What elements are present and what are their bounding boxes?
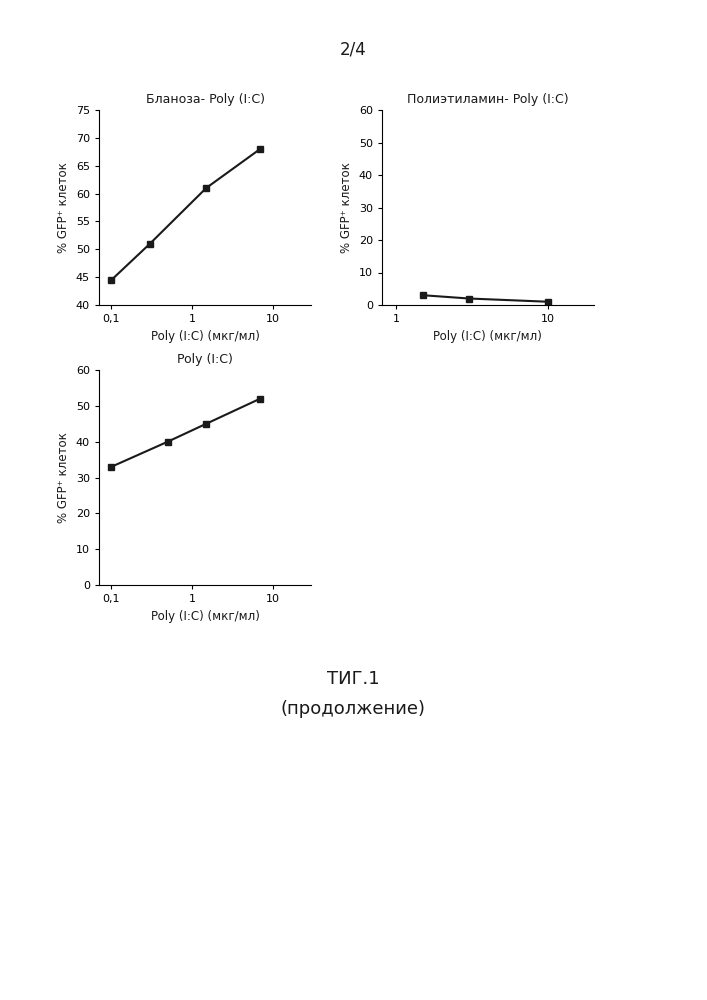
X-axis label: Poly (I:C) (мкг/мл): Poly (I:C) (мкг/мл) bbox=[151, 610, 259, 623]
Y-axis label: % GFP⁺ клеток: % GFP⁺ клеток bbox=[57, 432, 70, 523]
Y-axis label: % GFP⁺ клеток: % GFP⁺ клеток bbox=[340, 162, 353, 253]
Text: (продолжение): (продолжение) bbox=[281, 700, 426, 718]
Title: Poly (I:C): Poly (I:C) bbox=[177, 353, 233, 366]
Text: 2/4: 2/4 bbox=[340, 40, 367, 58]
Title: Бланоза- Poly (I:C): Бланоза- Poly (I:C) bbox=[146, 93, 264, 106]
Y-axis label: % GFP⁺ клеток: % GFP⁺ клеток bbox=[57, 162, 70, 253]
Title: Полиэтиламин- Poly (I:C): Полиэтиламин- Poly (I:C) bbox=[407, 93, 568, 106]
X-axis label: Poly (I:C) (мкг/мл): Poly (I:C) (мкг/мл) bbox=[433, 330, 542, 343]
X-axis label: Poly (I:C) (мкг/мл): Poly (I:C) (мкг/мл) bbox=[151, 330, 259, 343]
Text: ΤИГ.1: ΤИГ.1 bbox=[327, 670, 380, 688]
